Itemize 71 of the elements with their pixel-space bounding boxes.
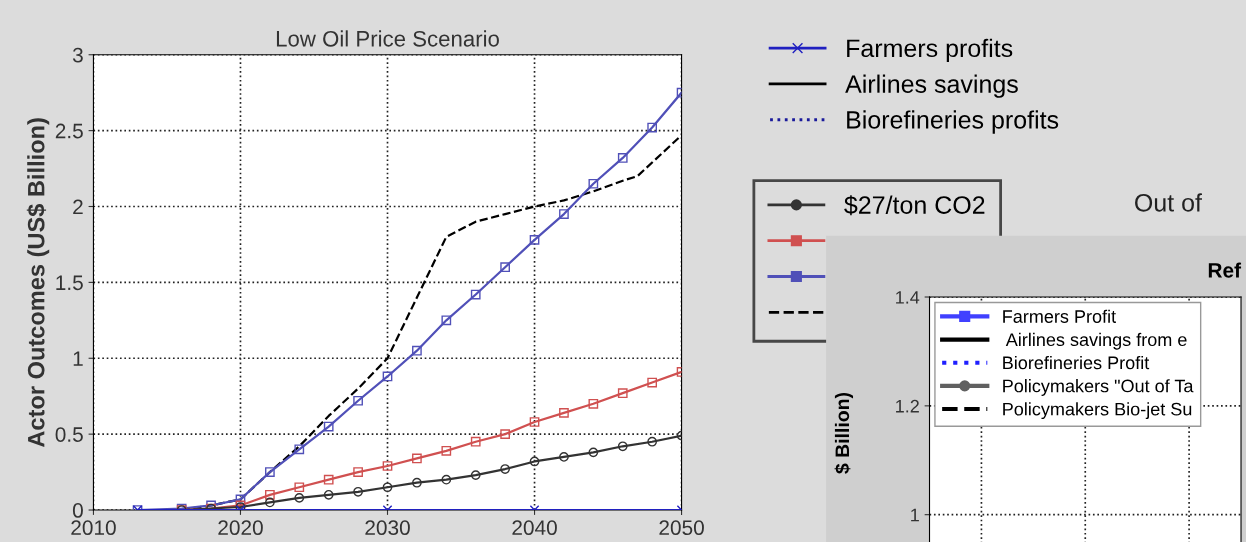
y-tick-label: 0 [72, 503, 83, 518]
x-tick-label: 2030 [365, 520, 410, 536]
point [529, 417, 540, 427]
point [412, 345, 422, 356]
y-tick-label: 1.4 [896, 291, 920, 304]
point [500, 262, 510, 273]
chart-title: Ref [1208, 262, 1242, 278]
point [323, 489, 334, 500]
point [323, 474, 334, 485]
point [412, 477, 422, 488]
text: Out of [1135, 193, 1202, 212]
point [617, 153, 628, 163]
y-tick-label: 3 [72, 47, 83, 63]
point [470, 470, 481, 480]
point [647, 122, 658, 133]
legend-label: Airlines savings from e [1005, 332, 1187, 350]
point [559, 209, 569, 219]
point [294, 482, 305, 493]
point [412, 453, 422, 464]
legend-label: Biorefineries profits [847, 110, 1059, 134]
point [294, 444, 305, 455]
point [441, 445, 452, 456]
x-tick-label: 2020 [218, 520, 263, 536]
x-tick-label: 2010 [71, 520, 116, 536]
point [588, 178, 599, 189]
point [353, 486, 363, 497]
point [323, 421, 334, 432]
x-tick-label: 2040 [512, 520, 557, 536]
y-tick-label: 0.5 [55, 427, 83, 442]
point [353, 467, 363, 477]
point [294, 493, 305, 503]
point [470, 289, 481, 300]
point [559, 452, 569, 462]
y-tick-label: 2 [73, 199, 83, 215]
chart-title: Low Oil Price Scenario [276, 30, 499, 47]
point [559, 408, 569, 418]
x-tick-label: 2050 [659, 520, 704, 536]
y-axis-title: $ Billion) [834, 392, 854, 474]
legend-label: Biorefineries Profit [1003, 355, 1150, 370]
legend-label: Farmers profits [847, 38, 1013, 63]
point [500, 464, 510, 474]
point [617, 388, 628, 399]
point [588, 398, 599, 409]
point [441, 315, 452, 326]
legend-label: Policymakers Bio-jet Su [1003, 402, 1192, 420]
point [500, 429, 510, 440]
y-axis-title: Actor Outcomes (US$ Billion) [26, 118, 50, 448]
point [265, 467, 275, 477]
point [529, 456, 540, 467]
legend-label: Policymakers "Out of Ta [1003, 379, 1194, 396]
point [617, 441, 628, 452]
point [441, 474, 452, 485]
y-tick-label: 1.5 [56, 275, 83, 291]
point [588, 447, 599, 458]
y-tick-label: 1 [73, 351, 83, 366]
point [265, 497, 275, 508]
point [382, 461, 393, 471]
point [382, 371, 393, 382]
legend-label: $27/ton CO2 [844, 195, 985, 216]
y-tick-label: 2.5 [55, 123, 83, 139]
point [353, 395, 363, 406]
point [647, 436, 658, 447]
point [647, 377, 658, 388]
y-tick-label: 1.2 [896, 399, 919, 413]
y-tick-label: 1 [911, 508, 919, 522]
legend-label: Airlines savings [845, 74, 1018, 98]
point [382, 482, 393, 493]
legend-label: Farmers Profit [1003, 309, 1116, 323]
point [470, 436, 481, 447]
point [529, 235, 540, 245]
point [265, 489, 275, 500]
